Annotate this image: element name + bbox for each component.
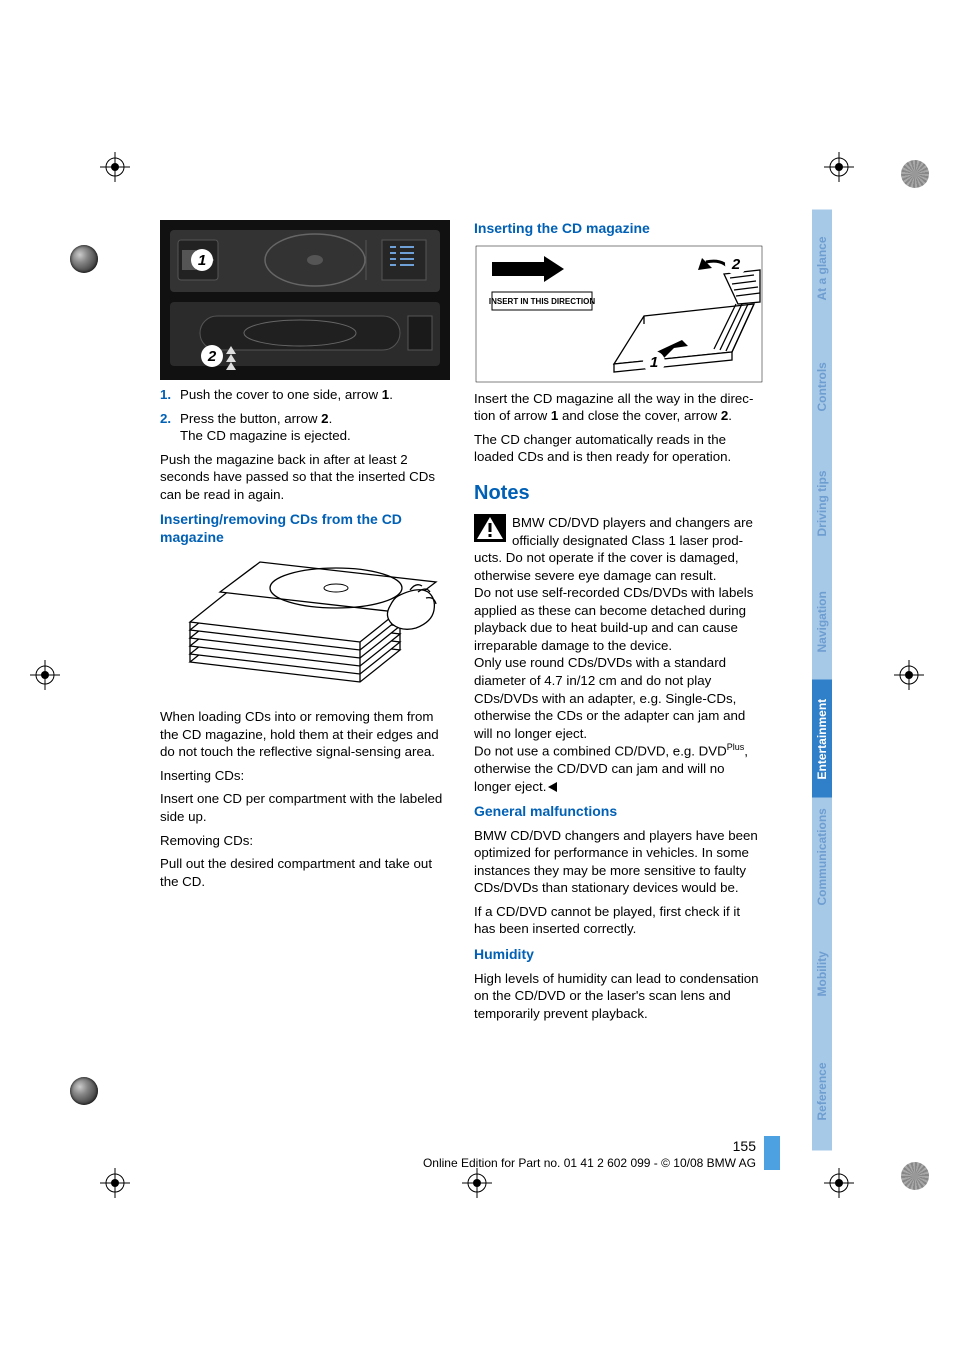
page-content: 1 (160, 220, 790, 1170)
section-tab: Navigation (812, 563, 832, 681)
binding-hole-icon (70, 245, 98, 273)
page-frame: At a glanceControlsDriving tipsNavigatio… (0, 0, 954, 1350)
section-tab: Controls (812, 328, 832, 446)
section-tab: At a glance (812, 210, 832, 328)
label-text: Removing CDs: (160, 832, 450, 850)
body-text: High levels of humidity can lead to cond… (474, 970, 764, 1023)
crop-mark (824, 152, 854, 182)
list-item: 2. Press the button, arrow 2.The CD maga… (160, 410, 450, 445)
svg-text:2: 2 (207, 348, 217, 365)
insert-direction-label: INSERT IN THIS DIRECTION (489, 297, 595, 306)
crop-mark (100, 152, 130, 182)
body-text: BMW CD/DVD changers and players have bee… (474, 827, 764, 897)
body-text: Do not use a combined CD/DVD, e.g. DVDPl… (474, 742, 764, 795)
svg-text:1: 1 (198, 252, 206, 269)
page-footer: 155 Online Edition for Part no. 01 41 2 … (150, 1138, 780, 1170)
heading-insert-magazine: Inserting the CD magazine (474, 220, 764, 238)
svg-text:1: 1 (650, 354, 658, 371)
body-text: Pull out the desired compartment and tak… (160, 855, 450, 890)
warning-text: BMW CD/DVD players and changers are offi… (474, 514, 764, 584)
steps-list: 1. Push the cover to one side, arrow 1. … (160, 386, 450, 445)
registration-disc-icon (901, 1162, 929, 1190)
body-text: The CD changer automatically reads in th… (474, 431, 764, 466)
label-text: Inserting CDs: (160, 767, 450, 785)
figure-cd-changer: 1 (160, 220, 450, 380)
right-column: Inserting the CD magazine INSERT IN THIS… (474, 220, 764, 1028)
figure-cd-magazine (160, 552, 450, 702)
step-number: 1. (160, 386, 180, 404)
step-text: Press the button, arrow 2.The CD magazin… (180, 410, 450, 445)
crop-mark (894, 660, 924, 690)
page-number: 155 (150, 1138, 780, 1154)
footer-text: Online Edition for Part no. 01 41 2 602 … (423, 1156, 780, 1170)
section-tab: Mobility (812, 915, 832, 1033)
heading-insert-remove-cds: Inserting/removing CDs from the CD magaz… (160, 511, 450, 546)
figure-insert-magazine: INSERT IN THIS DIRECTION (474, 244, 764, 384)
binding-hole-icon (70, 1077, 98, 1105)
end-marker-icon (548, 782, 557, 792)
section-tab: Communications (812, 798, 832, 916)
crop-mark (462, 1168, 492, 1198)
left-column: 1 (160, 220, 450, 1028)
crop-mark (100, 1168, 130, 1198)
body-text: Do not use self-recorded CDs/DVDs with l… (474, 584, 764, 654)
heading-humidity: Humidity (474, 946, 764, 964)
svg-text:2: 2 (731, 256, 741, 273)
section-tabs: At a glanceControlsDriving tipsNavigatio… (812, 210, 832, 1150)
footer-accent (764, 1136, 780, 1170)
body-text: Insert the CD magazine all the way in th… (474, 390, 764, 425)
section-tab: Reference (812, 1033, 832, 1151)
body-text: When loading CDs into or removing them f… (160, 708, 450, 761)
warning-icon (474, 514, 506, 547)
crop-mark (30, 660, 60, 690)
body-text: Only use round CDs/DVDs with a standard … (474, 654, 764, 742)
step-number: 2. (160, 410, 180, 445)
list-item: 1. Push the cover to one side, arrow 1. (160, 386, 450, 404)
section-tab: Entertainment (812, 680, 832, 798)
heading-general-malfunctions: General malfunctions (474, 803, 764, 821)
heading-notes: Notes (474, 480, 764, 506)
crop-mark (824, 1168, 854, 1198)
registration-disc-icon (901, 160, 929, 188)
body-text: Insert one CD per compartment with the l… (160, 790, 450, 825)
section-tab: Driving tips (812, 445, 832, 563)
body-text: Push the magazine back in after at least… (160, 451, 450, 504)
body-text: If a CD/DVD cannot be played, first chec… (474, 903, 764, 938)
step-text: Push the cover to one side, arrow 1. (180, 386, 450, 404)
